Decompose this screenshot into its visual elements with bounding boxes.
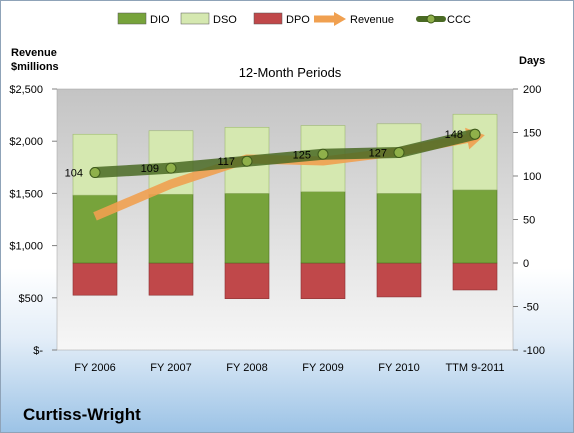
legend-swatch-dpo xyxy=(253,12,283,25)
ccc-point xyxy=(393,147,405,159)
category-axis: FY 2006 FY 2007 FY 2008 FY 2009 FY 2010 TTM 9… xyxy=(74,362,504,374)
right-axis: -100 -50 0 50 100 150 200 xyxy=(513,84,545,357)
left-tick-label: $500 xyxy=(19,293,43,305)
dio-bar xyxy=(224,193,270,264)
left-axis-title-line1: Revenue xyxy=(11,47,57,59)
right-tick-label: -100 xyxy=(523,345,545,357)
dio-bar xyxy=(148,193,194,264)
dio-bar xyxy=(300,191,346,264)
left-tick-label: $1,500 xyxy=(9,188,43,200)
legend: DIO DSO DPO Revenue CCC xyxy=(117,12,471,26)
left-tick-label: $2,000 xyxy=(9,136,43,148)
ccc-data-label: 117 xyxy=(217,156,235,168)
ccc-point xyxy=(241,155,253,167)
ccc-layer: 104 109 117 125 127 148 xyxy=(65,128,481,180)
left-tick-label: $2,500 xyxy=(9,84,43,96)
ccc-point xyxy=(165,162,177,174)
category-label: FY 2007 xyxy=(150,362,191,374)
ccc-point xyxy=(89,167,101,179)
category-label: FY 2010 xyxy=(378,362,419,374)
bars-layer xyxy=(72,113,498,299)
dio-bar xyxy=(376,193,422,264)
left-axis-title-line2: $millions xyxy=(11,61,59,73)
dpo-bar xyxy=(224,262,270,299)
dso-bar xyxy=(376,123,422,194)
legend-label-dio: DIO xyxy=(150,14,170,26)
right-tick-label: -50 xyxy=(523,302,539,314)
dpo-bar xyxy=(148,262,194,296)
dso-bar xyxy=(452,113,498,191)
dpo-bar xyxy=(300,262,346,299)
right-tick-label: 50 xyxy=(523,215,535,227)
legend-label-ccc: CCC xyxy=(447,14,471,26)
dpo-bar xyxy=(72,262,118,296)
dpo-bar xyxy=(376,262,422,298)
right-tick-label: 200 xyxy=(523,84,541,96)
category-label: FY 2006 xyxy=(74,362,115,374)
dpo-bar xyxy=(452,262,498,291)
company-name: Curtiss-Wright xyxy=(23,405,141,424)
chart-subtitle: 12-Month Periods xyxy=(239,65,342,80)
category-label: TTM 9-2011 xyxy=(445,362,504,374)
ccc-point xyxy=(469,128,481,140)
plot-area xyxy=(56,88,514,351)
ccc-data-label: 148 xyxy=(445,129,463,141)
category-label: FY 2009 xyxy=(302,362,343,374)
ccc-data-label: 127 xyxy=(369,148,387,160)
legend-label-revenue: Revenue xyxy=(350,14,394,26)
ccc-point xyxy=(317,148,329,160)
left-axis: $- $500 $1,000 $1,500 $2,000 $2,500 xyxy=(9,84,57,357)
legend-marker-ccc xyxy=(426,14,436,24)
legend-swatch-dio xyxy=(117,12,147,25)
right-tick-label: 100 xyxy=(523,171,541,183)
legend-arrowhead-revenue xyxy=(334,12,346,26)
legend-label-dpo: DPO xyxy=(286,14,310,26)
ccc-data-label: 109 xyxy=(141,163,159,175)
right-tick-label: 150 xyxy=(523,128,541,140)
ccc-data-label: 104 xyxy=(65,168,83,180)
ccc-data-label: 125 xyxy=(293,149,311,161)
legend-swatch-dso xyxy=(180,12,210,25)
dio-bar xyxy=(452,189,498,264)
right-tick-label: 0 xyxy=(523,258,529,270)
category-label: FY 2008 xyxy=(226,362,267,374)
left-tick-label: $1,000 xyxy=(9,241,43,253)
legend-label-dso: DSO xyxy=(213,14,237,26)
right-axis-title: Days xyxy=(519,55,545,67)
ccc-line xyxy=(89,128,481,179)
dso-bar xyxy=(72,133,118,196)
left-tick-label: $- xyxy=(33,345,43,357)
